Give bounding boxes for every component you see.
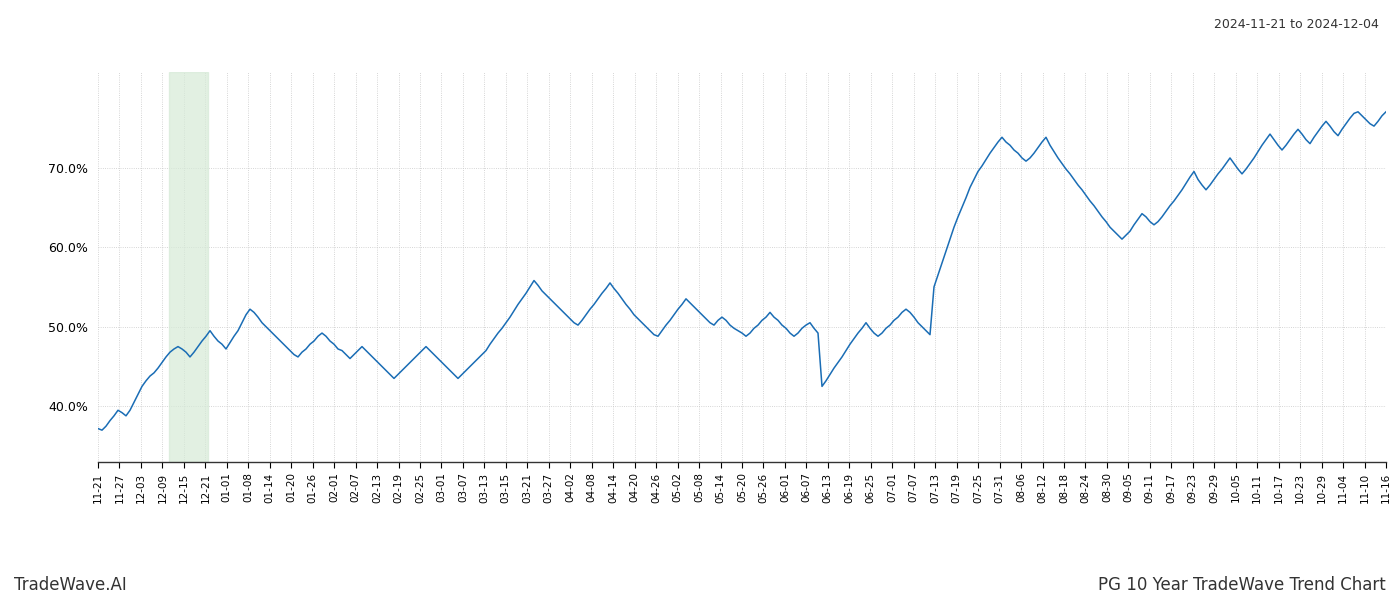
- Text: TradeWave.AI: TradeWave.AI: [14, 576, 127, 594]
- Bar: [169, 72, 207, 462]
- Text: 2024-11-21 to 2024-12-04: 2024-11-21 to 2024-12-04: [1214, 18, 1379, 31]
- Text: PG 10 Year TradeWave Trend Chart: PG 10 Year TradeWave Trend Chart: [1098, 576, 1386, 594]
